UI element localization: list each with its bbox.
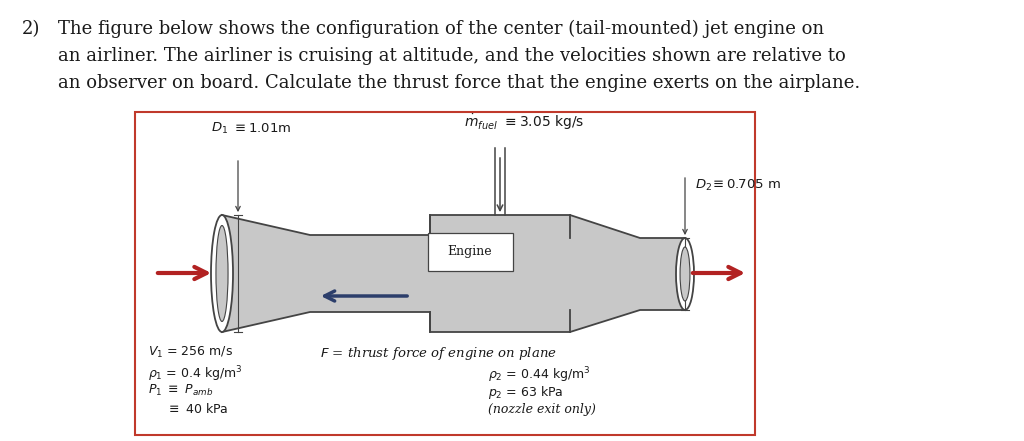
Text: 2): 2) — [22, 20, 40, 38]
Text: $D_1$: $D_1$ — [211, 120, 228, 135]
Ellipse shape — [680, 247, 690, 301]
Text: $\equiv$0.705 m: $\equiv$0.705 m — [710, 179, 781, 191]
Text: $D_2$: $D_2$ — [695, 177, 712, 193]
Polygon shape — [222, 215, 685, 332]
Text: (nozzle exit only): (nozzle exit only) — [488, 403, 596, 416]
Text: $\equiv$1.01m: $\equiv$1.01m — [232, 122, 292, 135]
Text: $\equiv$3.05 kg/s: $\equiv$3.05 kg/s — [502, 113, 585, 131]
Bar — [135, 112, 755, 435]
Text: $P_1$ $\equiv$ $P_{amb}$: $P_1$ $\equiv$ $P_{amb}$ — [148, 383, 213, 398]
Text: $\equiv$ 40 kPa: $\equiv$ 40 kPa — [166, 402, 228, 416]
Text: Engine: Engine — [447, 246, 493, 258]
Text: $\rho_1$ = 0.4 kg/m$^3$: $\rho_1$ = 0.4 kg/m$^3$ — [148, 364, 243, 384]
Text: an observer on board. Calculate the thrust force that the engine exerts on the a: an observer on board. Calculate the thru… — [58, 74, 860, 92]
Text: an airliner. The airliner is cruising at altitude, and the velocities shown are : an airliner. The airliner is cruising at… — [58, 47, 846, 65]
Text: $V_1$ = 256 m/s: $V_1$ = 256 m/s — [148, 345, 233, 360]
Text: $F$ = thrust force of engine on plane: $F$ = thrust force of engine on plane — [319, 345, 557, 362]
Ellipse shape — [216, 225, 228, 321]
Text: $p_2$ = 63 kPa: $p_2$ = 63 kPa — [488, 384, 563, 401]
Ellipse shape — [211, 215, 233, 332]
Bar — [427, 233, 512, 271]
Ellipse shape — [676, 238, 694, 310]
Text: $\rho_2$ = 0.44 kg/m$^3$: $\rho_2$ = 0.44 kg/m$^3$ — [488, 365, 591, 385]
Text: The figure below shows the configuration of the center (tail-mounted) jet engine: The figure below shows the configuration… — [58, 20, 824, 38]
Text: $\dot{m}_{fuel}$: $\dot{m}_{fuel}$ — [464, 112, 498, 131]
